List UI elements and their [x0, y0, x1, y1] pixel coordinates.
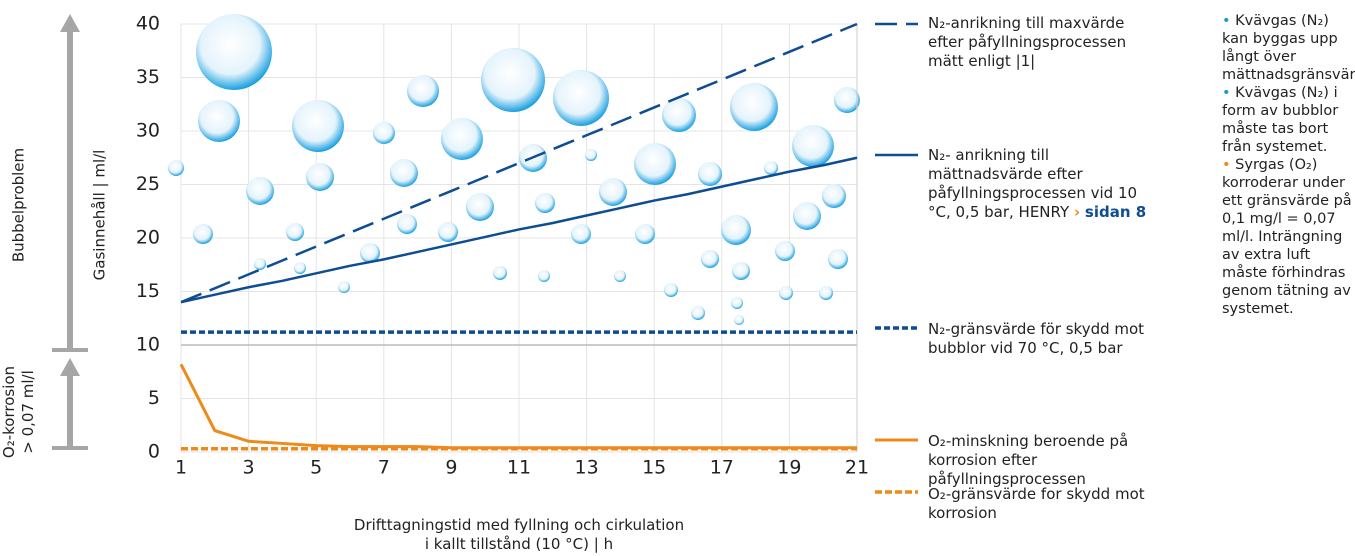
bubbles [168, 14, 860, 325]
x-tick-label: 7 [378, 457, 390, 479]
arrow-head [60, 14, 80, 32]
bullet: • [1222, 157, 1231, 173]
x-tick-label: 9 [445, 457, 457, 479]
link-arrow: › [1073, 203, 1081, 221]
side-label-line: O₂-korrosion [0, 366, 18, 458]
x-tick-label: 21 [845, 457, 869, 479]
y-tick-label: 30 [136, 120, 160, 142]
x-tick-label: 15 [642, 457, 666, 479]
side-label: O₂-korrosion> 0,07 ml/l [0, 366, 37, 458]
legend-entry: N₂-gränsvärde för skydd mot bubblor vid … [928, 320, 1145, 357]
legend-entry: O₂-minskning beroende på korrosion efter… [928, 432, 1129, 488]
legend-entry: O₂-gränsvärde for skydd mot korrosion [928, 485, 1145, 522]
y-tick-label: 0 [148, 441, 160, 463]
bullet: • [1222, 85, 1231, 101]
side-label-line: > 0,07 ml/l [19, 370, 37, 454]
bullet: • [1222, 13, 1231, 29]
note: • Kvävgas (N₂) kan byggas upp långt över… [1222, 12, 1355, 84]
note-text: Kvävgas (N₂) kan byggas upp långt över m… [1222, 13, 1355, 83]
x-axis-label-line: Drifttagningstid med fyllning och cirkul… [354, 516, 684, 534]
x-tick-label: 3 [243, 457, 255, 479]
y-tick-label: 40 [136, 13, 160, 35]
y-axis-label: Gasinnehåll | ml/l [91, 150, 109, 281]
x-tick-label: 19 [777, 457, 801, 479]
y-tick-label: 25 [136, 173, 160, 195]
y-tick-label: 5 [148, 387, 160, 409]
y-tick-label: 20 [136, 227, 160, 249]
page-link[interactable]: sidan 8 [1084, 203, 1147, 221]
x-tick-label: 5 [310, 457, 322, 479]
x-axis-label: Drifttagningstid med fyllning och cirkul… [354, 516, 684, 553]
x-tick-label: 13 [575, 457, 599, 479]
x-tick-label: 11 [507, 457, 531, 479]
y-tick-label: 10 [136, 334, 160, 356]
legend-text: N₂- anrikning till mättnadsvärde efter p… [928, 146, 1138, 221]
note: • Syrgas (O₂) korroderar under ett gräns… [1222, 156, 1352, 318]
note-text: Kvävgas (N₂) i form av bubblor måste tas… [1222, 85, 1339, 155]
note: • Kvävgas (N₂) i form av bubblor måste t… [1222, 84, 1352, 156]
x-tick-label: 1 [175, 457, 187, 479]
y-tick-label: 15 [136, 280, 160, 302]
x-tick-label: 17 [710, 457, 734, 479]
arrow-head [60, 358, 80, 376]
x-axis-label-line: i kallt tillstånd (10 °C) | h [425, 535, 613, 553]
side-label: Bubbelproblem [10, 148, 28, 262]
line-series [180, 22, 858, 304]
y-tick-label: 35 [136, 66, 160, 88]
legend-entry: N₂- anrikning till mättnadsvärde efter p… [928, 146, 1163, 222]
line-series [180, 156, 858, 304]
note-text: Syrgas (O₂) korroderar under ett gränsvä… [1222, 157, 1352, 317]
legend-entry: N₂-anrikning till maxvärde efter påfylln… [928, 14, 1127, 70]
